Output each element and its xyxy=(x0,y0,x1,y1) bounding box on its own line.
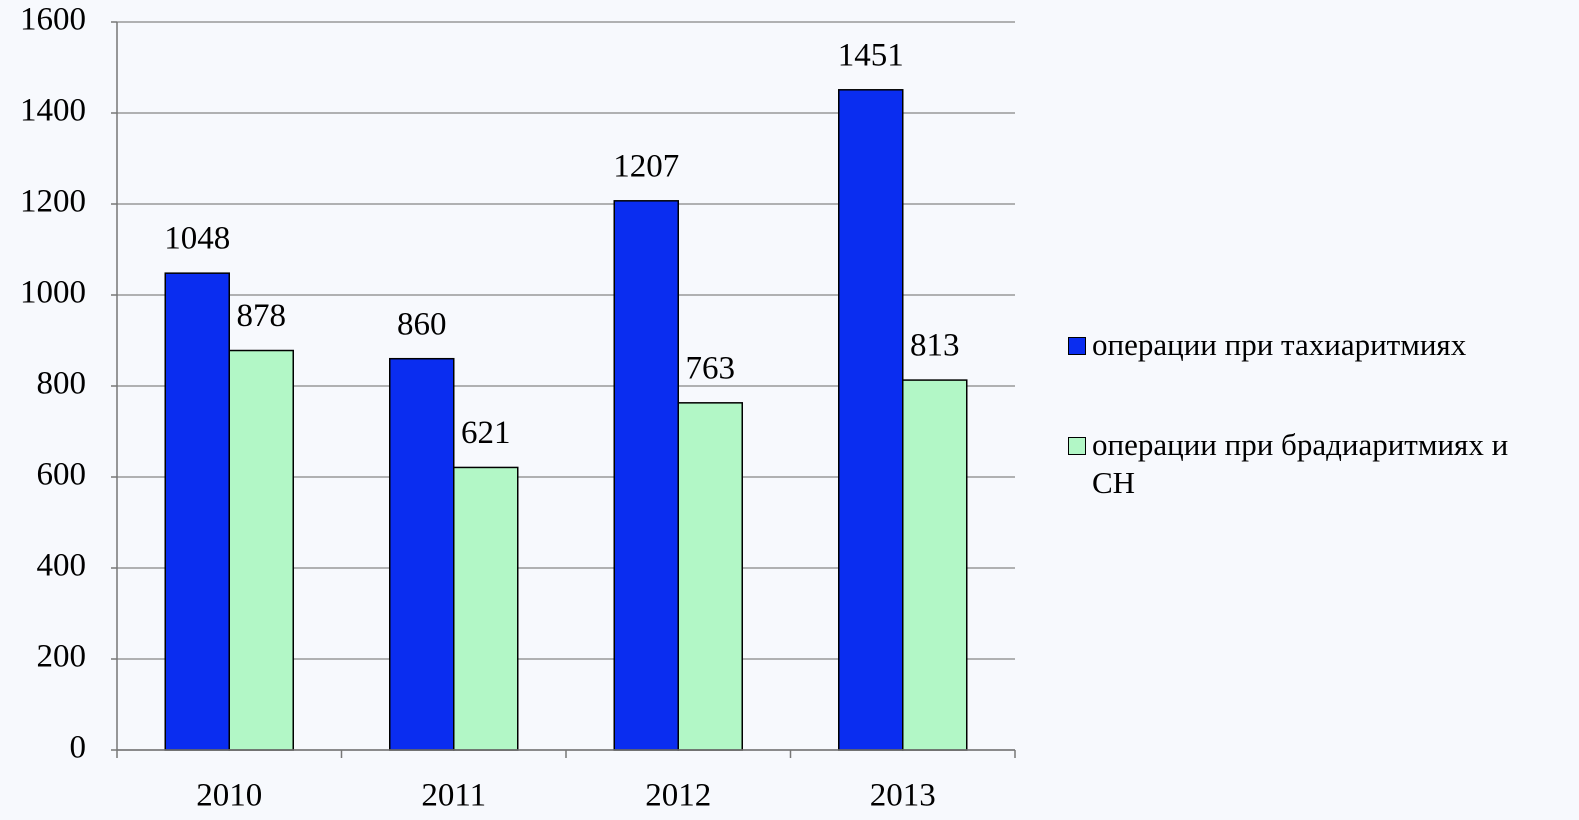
y-tick-label: 0 xyxy=(70,730,87,766)
x-tick-label: 2011 xyxy=(421,778,486,814)
bar xyxy=(613,200,679,751)
x-tick-label: 2012 xyxy=(645,778,711,814)
value-label: 621 xyxy=(461,415,511,451)
legend-item: операции при тахиаритмиях xyxy=(1068,326,1558,364)
value-label: 763 xyxy=(686,350,736,386)
y-tick-label: 1400 xyxy=(20,93,86,129)
legend-swatch xyxy=(1068,337,1086,355)
x-tick-label: 2013 xyxy=(870,778,936,814)
bar xyxy=(677,402,743,751)
legend-item: операции при брадиаритмиях и СН xyxy=(1068,426,1558,502)
legend-label: операции при брадиаритмиях и СН xyxy=(1092,427,1509,500)
value-label: 878 xyxy=(237,298,287,334)
y-tick-label: 800 xyxy=(37,366,87,402)
y-tick-label: 200 xyxy=(37,639,87,675)
y-tick-label: 1600 xyxy=(20,2,86,38)
bar xyxy=(902,379,968,751)
value-label: 860 xyxy=(397,306,447,342)
bar xyxy=(389,357,455,751)
value-label: 813 xyxy=(910,328,960,364)
y-tick-label: 1200 xyxy=(20,184,86,220)
y-tick-label: 400 xyxy=(37,548,87,584)
legend-label: операции при тахиаритмиях xyxy=(1092,327,1467,362)
bar xyxy=(453,466,519,751)
bar xyxy=(164,272,230,751)
value-label: 1207 xyxy=(613,148,679,184)
bar xyxy=(838,89,904,751)
bar xyxy=(228,349,294,751)
y-tick-label: 600 xyxy=(37,457,87,493)
legend-swatch xyxy=(1068,437,1086,455)
y-tick-label: 1000 xyxy=(20,275,86,311)
value-label: 1048 xyxy=(164,221,230,257)
value-label: 1451 xyxy=(838,37,904,73)
x-tick-label: 2010 xyxy=(196,778,262,814)
